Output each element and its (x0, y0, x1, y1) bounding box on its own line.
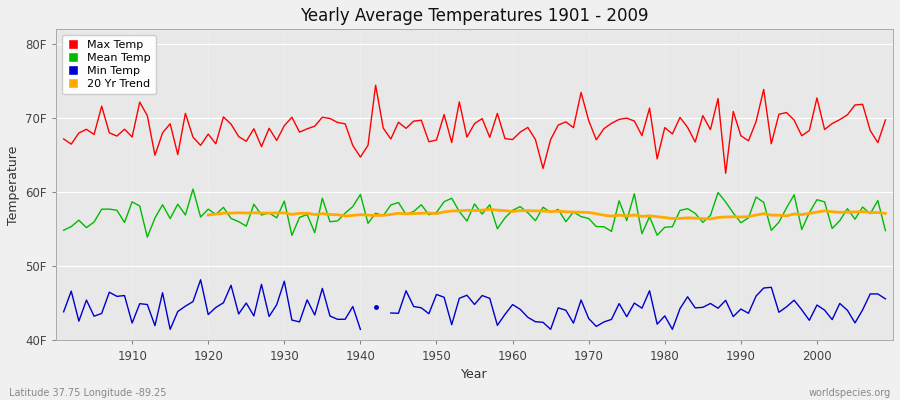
Y-axis label: Temperature: Temperature (7, 145, 20, 224)
Title: Yearly Average Temperatures 1901 - 2009: Yearly Average Temperatures 1901 - 2009 (301, 7, 649, 25)
Legend: Max Temp, Mean Temp, Min Temp, 20 Yr Trend: Max Temp, Mean Temp, Min Temp, 20 Yr Tre… (61, 35, 157, 94)
X-axis label: Year: Year (461, 368, 488, 381)
Text: worldspecies.org: worldspecies.org (809, 388, 891, 398)
Text: Latitude 37.75 Longitude -89.25: Latitude 37.75 Longitude -89.25 (9, 388, 166, 398)
